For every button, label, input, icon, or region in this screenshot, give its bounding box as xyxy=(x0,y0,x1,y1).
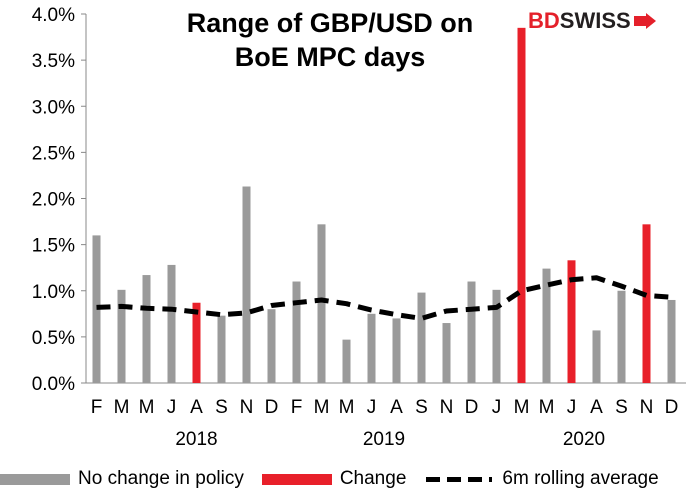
x-tick-label: J xyxy=(167,397,177,418)
x-tick-label: J xyxy=(367,397,377,418)
bar-no-change xyxy=(542,268,551,383)
y-tick-label: 3.0% xyxy=(32,97,75,118)
bar-change xyxy=(567,260,576,383)
y-tick-label: 2.0% xyxy=(32,190,75,211)
legend: No change in policy Change 6m rolling av… xyxy=(0,466,700,492)
x-tick-label: M xyxy=(539,397,555,418)
bar-no-change xyxy=(317,224,326,383)
x-tick-label: M xyxy=(114,397,130,418)
y-tick-label: 2.5% xyxy=(32,143,75,164)
bar-no-change xyxy=(592,330,601,383)
bar-change xyxy=(642,224,651,383)
bar-no-change xyxy=(492,289,501,383)
bar-no-change xyxy=(292,281,301,383)
legend-swatch-no-change xyxy=(0,473,70,485)
x-tick-label: M xyxy=(314,397,330,418)
bar-no-change xyxy=(617,290,626,383)
x-tick-label: S xyxy=(215,397,228,418)
x-tick-label: N xyxy=(440,397,454,418)
legend-label-no-change: No change in policy xyxy=(78,468,244,489)
bar-no-change xyxy=(92,235,101,383)
x-tick-label: M xyxy=(139,397,155,418)
bar-no-change xyxy=(142,275,151,383)
bar-no-change xyxy=(167,264,176,383)
x-tick-label: D xyxy=(265,397,279,418)
bar-no-change xyxy=(217,315,226,383)
x-tick-label: F xyxy=(91,397,103,418)
rolling-average-line xyxy=(96,275,672,321)
chart-title-line-1: Range of GBP/USD on xyxy=(186,8,474,38)
x-tick-label: D xyxy=(665,397,679,418)
legend-item-rolling: 6m rolling average xyxy=(424,468,659,490)
legend-swatch-change xyxy=(261,473,332,485)
x-tick-label: M xyxy=(339,397,355,418)
x-tick-label: N xyxy=(240,397,254,418)
bar-no-change xyxy=(117,289,126,383)
bar-no-change xyxy=(367,313,376,383)
legend-item-change: Change xyxy=(261,468,407,490)
x-tick-label: A xyxy=(190,397,203,418)
bar-no-change xyxy=(267,309,276,383)
legend-item-no-change: No change in policy xyxy=(0,468,244,490)
x-tick-label: A xyxy=(590,397,603,418)
y-tick-label: 1.0% xyxy=(32,282,75,303)
bar-no-change xyxy=(442,323,451,383)
y-tick-label: 3.5% xyxy=(32,51,75,72)
legend-swatch-rolling xyxy=(426,476,493,482)
x-tick-label: S xyxy=(615,397,628,418)
x-tick-label: F xyxy=(291,397,303,418)
x-year-label: 2020 xyxy=(563,429,605,450)
x-tick-label: N xyxy=(640,397,654,418)
logo-text-bd: BD xyxy=(528,8,560,33)
logo-text-swiss: SWISS xyxy=(559,8,631,33)
bar-change xyxy=(192,302,201,383)
y-tick-label: 0.5% xyxy=(32,328,75,349)
y-tick-label: 4.0% xyxy=(32,5,75,26)
chart-title-line-2: BoE MPC days xyxy=(234,42,426,72)
bar-no-change xyxy=(417,292,426,383)
legend-label-rolling: 6m rolling average xyxy=(502,468,659,489)
chart-title: Range of GBP/USD on BoE MPC days xyxy=(150,6,510,74)
bar-no-change xyxy=(392,318,401,383)
bar-no-change xyxy=(667,299,676,383)
bar-no-change xyxy=(342,339,351,383)
y-tick-label: 1.5% xyxy=(32,236,75,257)
x-tick-label: J xyxy=(492,397,502,418)
bar-no-change xyxy=(467,281,476,383)
x-year-label: 2019 xyxy=(363,429,405,450)
logo-arrow-icon xyxy=(633,13,656,29)
x-tick-label: S xyxy=(415,397,428,418)
legend-label-change: Change xyxy=(339,468,407,489)
x-tick-label: D xyxy=(465,397,479,418)
x-tick-label: J xyxy=(567,397,577,418)
x-year-label: 2018 xyxy=(175,429,217,450)
bar-change xyxy=(517,27,526,384)
x-tick-label: A xyxy=(390,397,403,418)
bar-no-change xyxy=(242,186,251,383)
x-tick-label: M xyxy=(514,397,530,418)
bdswiss-logo: BD SWISS xyxy=(528,8,656,34)
y-tick-label: 0.0% xyxy=(32,374,75,395)
